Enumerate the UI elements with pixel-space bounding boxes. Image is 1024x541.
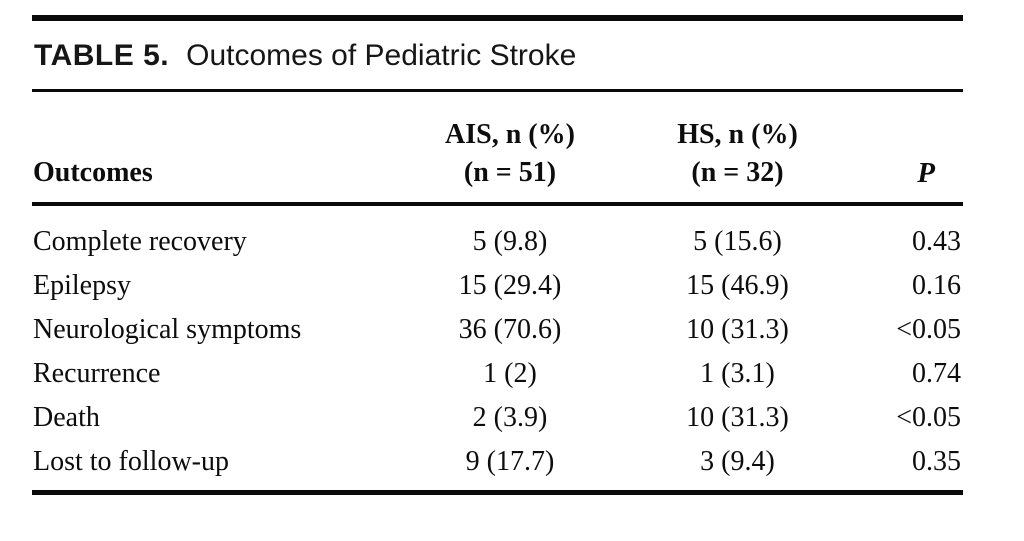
p-value-cell: <0.05 [896, 314, 961, 345]
p-value-cell: <0.05 [896, 402, 961, 433]
column-header-p: P [845, 92, 963, 206]
table-title-text: Outcomes of Pediatric Stroke [186, 39, 577, 72]
outcomes-table: Outcomes AIS, n (%) (n = 51) HS, n (%) (… [32, 92, 963, 490]
p-value-cell: 0.16 [912, 270, 961, 301]
outcome-cell: Complete recovery [33, 226, 247, 257]
ais-cell: 5 (9.8) [472, 226, 548, 257]
header-row: Outcomes AIS, n (%) (n = 51) HS, n (%) (… [32, 92, 963, 206]
table-title: TABLE 5. Outcomes of Pediatric Stroke [32, 21, 963, 89]
table-body: Complete recovery 5 (9.8) 5 (15.6) 0.43 … [32, 204, 963, 490]
bottom-rule [32, 490, 963, 495]
top-rule [32, 15, 963, 21]
outcome-cell: Recurrence [33, 358, 161, 389]
table-row: Epilepsy 15 (29.4) 15 (46.9) 0.16 [32, 264, 963, 308]
ais-cell: 36 (70.6) [458, 314, 562, 345]
table-row: Death 2 (3.9) 10 (31.3) <0.05 [32, 396, 963, 440]
hs-header-line1: HS, n (%) [677, 119, 798, 150]
hs-cell: 15 (46.9) [686, 270, 789, 301]
title-rule [32, 89, 963, 92]
p-value-cell: 0.74 [912, 358, 961, 389]
table-number-label: TABLE 5. [34, 39, 170, 72]
column-header-ais: AIS, n (%) (n = 51) [390, 92, 630, 206]
ais-cell: 2 (3.9) [472, 402, 548, 433]
hs-cell: 3 (9.4) [700, 446, 775, 477]
p-value-cell: 0.35 [912, 446, 961, 477]
column-header-outcomes: Outcomes [32, 92, 390, 206]
column-header-hs: HS, n (%) (n = 32) [630, 92, 845, 206]
table-header: Outcomes AIS, n (%) (n = 51) HS, n (%) (… [32, 92, 963, 206]
outcome-cell: Death [33, 402, 100, 433]
outcome-cell: Epilepsy [33, 270, 131, 301]
hs-cell: 10 (31.3) [686, 314, 789, 345]
table-figure: TABLE 5. Outcomes of Pediatric Stroke Out… [32, 15, 963, 495]
hs-cell: 1 (3.1) [700, 358, 775, 389]
hs-cell: 5 (15.6) [693, 226, 782, 257]
outcome-cell: Lost to follow-up [33, 446, 229, 477]
ais-cell: 15 (29.4) [458, 270, 562, 301]
ais-cell: 1 (2) [483, 358, 537, 389]
p-value-cell: 0.43 [912, 226, 961, 257]
ais-header-line1: AIS, n (%) [445, 119, 575, 150]
ais-header-line2: (n = 51) [463, 157, 557, 188]
hs-cell: 10 (31.3) [686, 402, 789, 433]
ais-cell: 9 (17.7) [465, 446, 555, 477]
table-row: Lost to follow-up 9 (17.7) 3 (9.4) 0.35 [32, 440, 963, 490]
outcome-cell: Neurological symptoms [33, 314, 302, 345]
table-row: Recurrence 1 (2) 1 (3.1) 0.74 [32, 352, 963, 396]
table-row: Neurological symptoms 36 (70.6) 10 (31.3… [32, 308, 963, 352]
table-row: Complete recovery 5 (9.8) 5 (15.6) 0.43 [32, 204, 963, 264]
hs-header-line2: (n = 32) [691, 157, 784, 188]
